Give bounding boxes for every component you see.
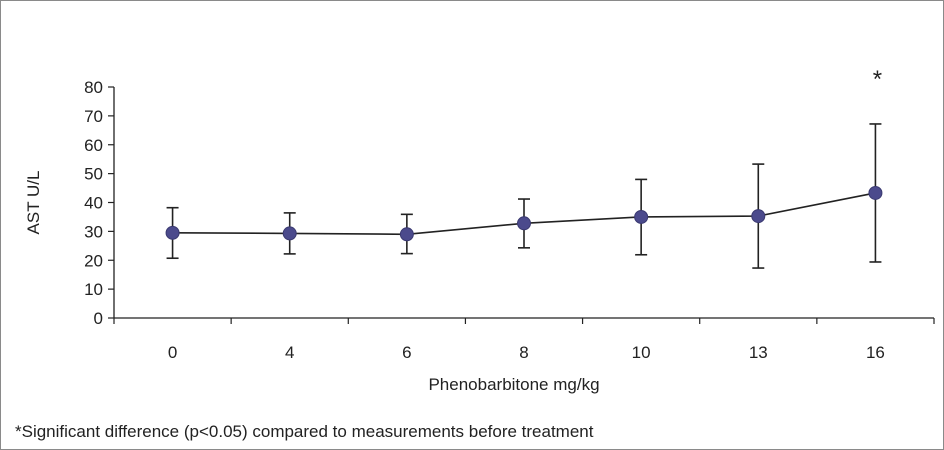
y-tick-label: 80	[84, 78, 103, 97]
footnote: *Significant difference (p<0.05) compare…	[15, 422, 594, 441]
y-tick-label: 10	[84, 280, 103, 299]
data-point	[399, 227, 414, 242]
x-tick-label: 6	[402, 343, 411, 362]
data-point	[282, 226, 297, 241]
x-tick-label: 16	[866, 343, 885, 362]
y-tick-label: 0	[94, 309, 103, 328]
y-axis-title: AST U/L	[24, 171, 43, 235]
x-axis-title: Phenobarbitone mg/kg	[428, 375, 599, 394]
y-tick-label: 20	[84, 251, 103, 270]
y-tick-label: 30	[84, 222, 103, 241]
x-tick-label: 10	[632, 343, 651, 362]
significance-annotation: *	[873, 66, 882, 93]
x-tick-label: 0	[168, 343, 177, 362]
x-tick-label: 4	[285, 343, 294, 362]
y-tick-label: 40	[84, 194, 103, 213]
data-point	[868, 185, 883, 200]
data-point	[165, 225, 180, 240]
y-tick-label: 70	[84, 107, 103, 126]
data-point	[517, 216, 531, 231]
x-tick-label: 13	[749, 343, 768, 362]
data-point	[751, 209, 766, 224]
x-tick-label: 8	[519, 343, 528, 362]
data-point	[634, 209, 649, 224]
y-tick-label: 60	[84, 136, 103, 155]
y-tick-label: 50	[84, 165, 103, 184]
